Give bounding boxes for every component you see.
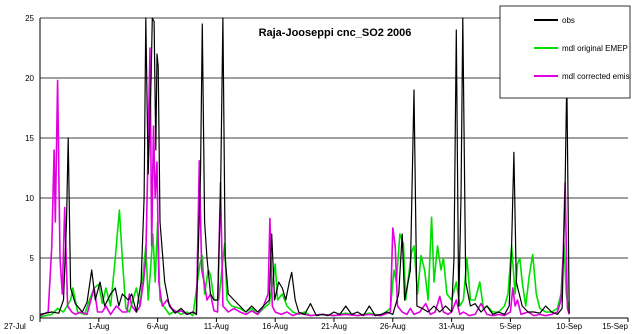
y-tick-label: 20 [25,74,34,83]
legend-label: mdl corrected emis [562,72,630,81]
y-tick-label: 15 [25,134,34,143]
x-tick-label: 11-Aug [204,322,229,331]
x-tick-label: 27-Jul [4,322,26,331]
axes: 0 5 10 15 20 25 27-Jul 1-Aug 6-Aug 11-Aug 16-Aug 21… [4,14,629,331]
legend-label: mdl original EMEP [562,44,628,53]
x-tick-label: 21-Aug [321,322,347,331]
x-tick-label: 10-Sep [556,322,582,331]
series-line-mdl-corrected-emis [40,47,570,317]
chart-title: Raja-Jooseppi cnc_SO2 2006 [259,27,412,39]
x-tick-label: 1-Aug [88,322,109,331]
y-tick-label: 5 [30,254,35,263]
legend-box [499,5,631,99]
y-tick-label: 10 [25,194,34,203]
x-tick-label: 26-Aug [380,322,406,331]
x-tick-label: 15-Sep [602,322,628,331]
x-tick-label: 6-Aug [147,322,168,331]
legend-label: obs [562,16,575,25]
y-tick-label: 0 [30,314,35,323]
legend: obs mdl original EMEP mdl corrected emis [499,5,631,99]
x-tick-label: 5-Sep [500,322,522,331]
series-line-mdl-original-emep [40,209,570,318]
gridlines [40,17,628,259]
y-tick-label: 25 [25,14,34,23]
x-tick-label: 31-Aug [439,322,465,331]
x-tick-label: 16-Aug [262,322,288,331]
series-line-obs [40,17,570,317]
series-lines [40,17,570,318]
